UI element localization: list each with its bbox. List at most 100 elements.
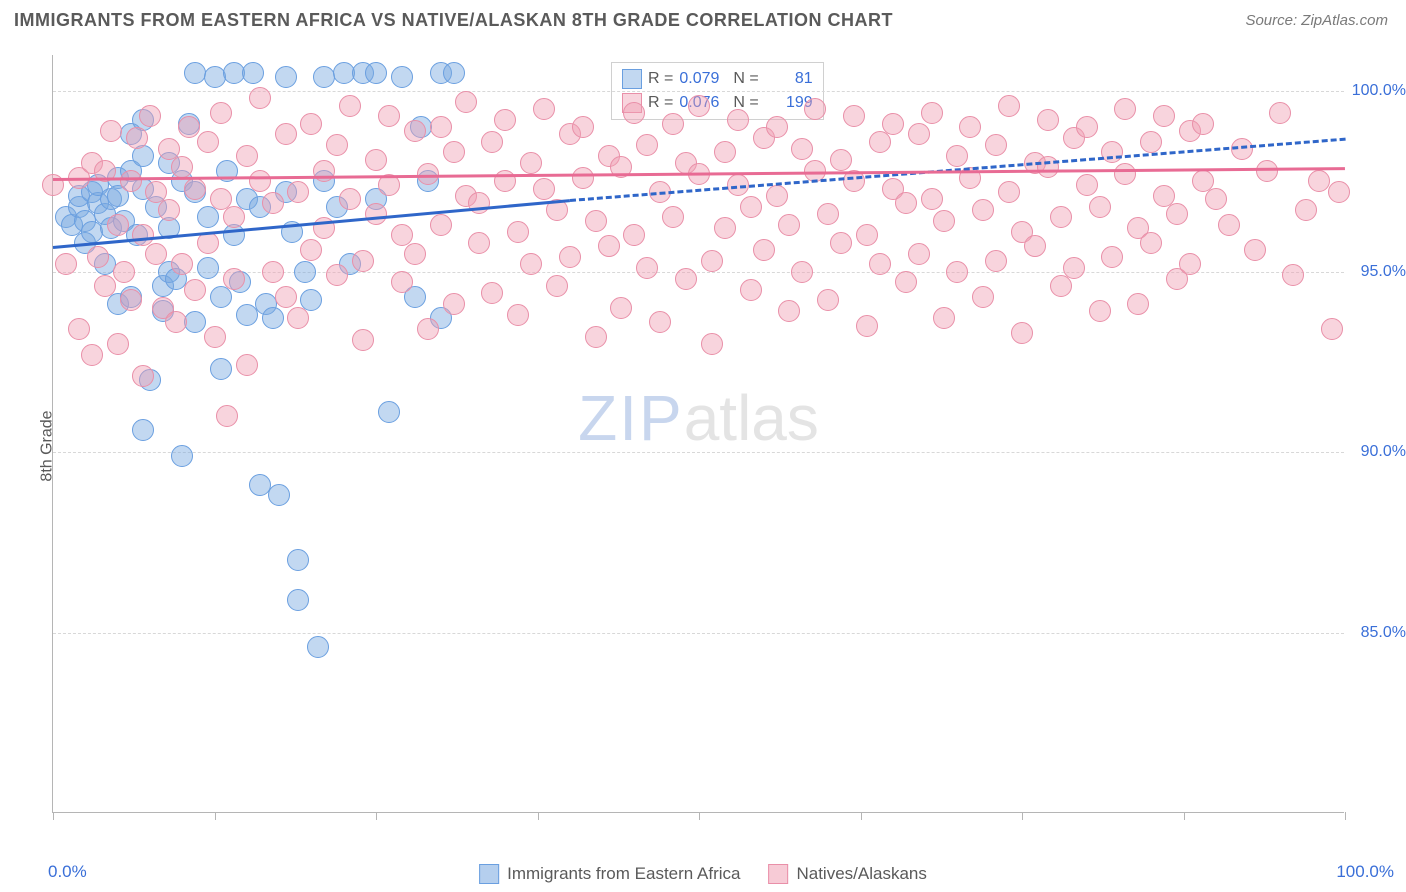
scatter-point <box>572 116 594 138</box>
x-tick <box>1345 812 1346 820</box>
legend-item: Immigrants from Eastern Africa <box>479 864 740 884</box>
scatter-point <box>1295 199 1317 221</box>
scatter-point <box>998 95 1020 117</box>
scatter-point <box>1328 181 1350 203</box>
scatter-point <box>1037 109 1059 131</box>
scatter-point <box>1179 253 1201 275</box>
scatter-point <box>1101 141 1123 163</box>
scatter-point <box>533 98 555 120</box>
scatter-point <box>766 185 788 207</box>
scatter-point <box>1089 300 1111 322</box>
scatter-point <box>662 113 684 135</box>
scatter-point <box>132 419 154 441</box>
legend-r-value: 0.079 <box>679 70 727 88</box>
scatter-point <box>1114 163 1136 185</box>
scatter-point <box>921 102 943 124</box>
scatter-point <box>727 109 749 131</box>
scatter-point <box>778 214 800 236</box>
scatter-point <box>507 304 529 326</box>
scatter-point <box>817 203 839 225</box>
scatter-point <box>171 253 193 275</box>
legend-stat-row: R =0.076N =199 <box>622 91 813 115</box>
scatter-point <box>430 116 452 138</box>
scatter-point <box>1218 214 1240 236</box>
scatter-point <box>120 170 142 192</box>
scatter-point <box>481 282 503 304</box>
scatter-point <box>430 214 452 236</box>
scatter-point <box>856 315 878 337</box>
scatter-point <box>352 250 374 272</box>
x-tick <box>699 812 700 820</box>
scatter-point <box>443 62 465 84</box>
scatter-point <box>68 318 90 340</box>
scatter-point <box>443 293 465 315</box>
scatter-point <box>171 445 193 467</box>
scatter-point <box>959 116 981 138</box>
scatter-point <box>1166 203 1188 225</box>
scatter-point <box>649 311 671 333</box>
scatter-point <box>830 232 852 254</box>
scatter-point <box>107 333 129 355</box>
scatter-point <box>184 62 206 84</box>
scatter-point <box>223 268 245 290</box>
scatter-point <box>307 636 329 658</box>
scatter-point <box>236 145 258 167</box>
scatter-point <box>287 307 309 329</box>
scatter-point <box>184 279 206 301</box>
scatter-point <box>1114 98 1136 120</box>
scatter-point <box>740 279 762 301</box>
scatter-point <box>1244 239 1266 261</box>
scatter-point <box>275 66 297 88</box>
legend-item: Natives/Alaskans <box>768 864 926 884</box>
scatter-point <box>184 311 206 333</box>
scatter-point <box>1076 174 1098 196</box>
scatter-point <box>766 116 788 138</box>
scatter-point <box>714 217 736 239</box>
scatter-point <box>197 131 219 153</box>
scatter-point <box>869 253 891 275</box>
scatter-point <box>1089 196 1111 218</box>
scatter-point <box>494 109 516 131</box>
scatter-point <box>216 405 238 427</box>
scatter-point <box>1050 206 1072 228</box>
scatter-point <box>1024 235 1046 257</box>
scatter-point <box>126 127 148 149</box>
scatter-point <box>313 66 335 88</box>
gridline <box>53 91 1344 92</box>
scatter-point <box>365 149 387 171</box>
scatter-point <box>1192 113 1214 135</box>
scatter-point <box>662 206 684 228</box>
scatter-point <box>378 401 400 423</box>
scatter-point <box>210 358 232 380</box>
scatter-point <box>1101 246 1123 268</box>
gridline <box>53 452 1344 453</box>
scatter-point <box>120 289 142 311</box>
scatter-point <box>507 221 529 243</box>
legend-label: Immigrants from Eastern Africa <box>507 864 740 884</box>
scatter-point <box>946 261 968 283</box>
scatter-point <box>520 253 542 275</box>
scatter-point <box>249 170 271 192</box>
scatter-point <box>236 354 258 376</box>
scatter-point <box>882 113 904 135</box>
scatter-point <box>55 253 77 275</box>
scatter-point <box>210 286 232 308</box>
scatter-point <box>1140 232 1162 254</box>
scatter-point <box>585 210 607 232</box>
scatter-point <box>921 188 943 210</box>
scatter-point <box>468 232 490 254</box>
scatter-point <box>1321 318 1343 340</box>
scatter-point <box>520 152 542 174</box>
scatter-point <box>753 239 775 261</box>
legend-bottom: Immigrants from Eastern Africa Natives/Al… <box>479 864 927 884</box>
scatter-point <box>610 297 632 319</box>
scatter-point <box>636 257 658 279</box>
scatter-point <box>287 549 309 571</box>
scatter-point <box>1282 264 1304 286</box>
scatter-point <box>391 66 413 88</box>
x-tick <box>53 812 54 820</box>
scatter-point <box>443 141 465 163</box>
legend-r-label: R = <box>648 94 673 112</box>
scatter-point <box>1050 275 1072 297</box>
scatter-point <box>830 149 852 171</box>
